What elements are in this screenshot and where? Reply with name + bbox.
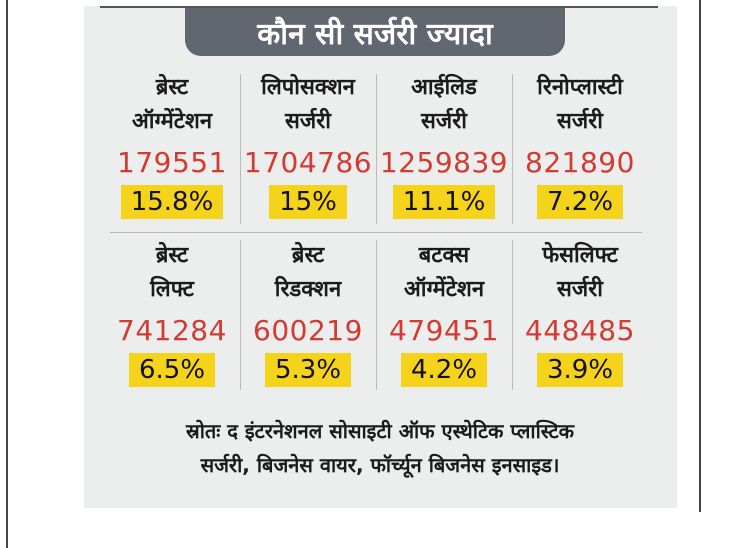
surgery-label: ब्रेस्ट ऑग्मेंटेशन (131, 75, 213, 134)
surgery-percent: 5.3% (264, 353, 352, 387)
surgery-percent: 15.8% (120, 185, 224, 219)
infographic-panel (84, 6, 677, 508)
surgery-count: 741284 (117, 314, 227, 347)
source-note: स्रोतः द इंटरनेशनल सोसाइटी ऑफ एस्थेटिक प… (185, 419, 575, 477)
surgery-count: 1259839 (379, 146, 509, 179)
surgery-cell: फेसलिफ्ट सर्जरी 448485 3.9% (512, 234, 648, 400)
surgery-label: रिनोप्लास्टी सर्जरी (537, 75, 623, 134)
surgery-count: 821890 (525, 146, 635, 179)
surgery-cell: ब्रेस्ट रिडक्शन 600219 5.3% (240, 234, 376, 400)
surgery-percent: 6.5% (128, 353, 216, 387)
surgery-grid: ब्रेस्ट ऑग्मेंटेशन 179551 15.8% लिपोसक्श… (104, 66, 648, 398)
surgery-cell: ब्रेस्ट ऑग्मेंटेशन 179551 15.8% (104, 66, 240, 232)
surgery-label: ब्रेस्ट लिफ्ट (150, 243, 194, 302)
surgery-label: लिपोसक्शन सर्जरी (261, 75, 355, 134)
surgery-count: 179551 (117, 146, 227, 179)
column-divider (512, 240, 513, 390)
surgery-cell: लिपोसक्शन सर्जरी 1704786 15% (240, 66, 376, 232)
frame-line-left (6, 0, 8, 548)
surgery-label: बटक्स ऑग्मेंटेशन (403, 243, 485, 302)
surgery-count: 600219 (253, 314, 363, 347)
surgery-percent: 4.2% (400, 353, 488, 387)
surgery-cell: ब्रेस्ट लिफ्ट 741284 6.5% (104, 234, 240, 400)
surgery-percent: 3.9% (536, 353, 624, 387)
surgery-label: आईलिड सर्जरी (411, 75, 477, 134)
surgery-count: 479451 (389, 314, 499, 347)
surgery-cell: आईलिड सर्जरी 1259839 11.1% (376, 66, 512, 232)
surgery-cell: रिनोप्लास्टी सर्जरी 821890 7.2% (512, 66, 648, 232)
surgery-count: 448485 (525, 314, 635, 347)
row-divider (110, 232, 642, 233)
column-divider (376, 74, 377, 224)
surgery-percent: 7.2% (536, 185, 624, 219)
column-divider (240, 240, 241, 390)
surgery-label: ब्रेस्ट रिडक्शन (274, 243, 342, 302)
surgery-percent: 15% (269, 185, 347, 219)
surgery-count: 1704786 (243, 146, 373, 179)
surgery-label: फेसलिफ्ट सर्जरी (542, 243, 618, 302)
frame-line-right (699, 0, 701, 512)
surgery-cell: बटक्स ऑग्मेंटेशन 479451 4.2% (376, 234, 512, 400)
column-divider (376, 240, 377, 390)
column-divider (240, 74, 241, 224)
top-rule (100, 6, 658, 8)
chart-title: कौन सी सर्जरी ज्यादा (185, 8, 565, 56)
column-divider (512, 74, 513, 224)
surgery-percent: 11.1% (392, 185, 496, 219)
